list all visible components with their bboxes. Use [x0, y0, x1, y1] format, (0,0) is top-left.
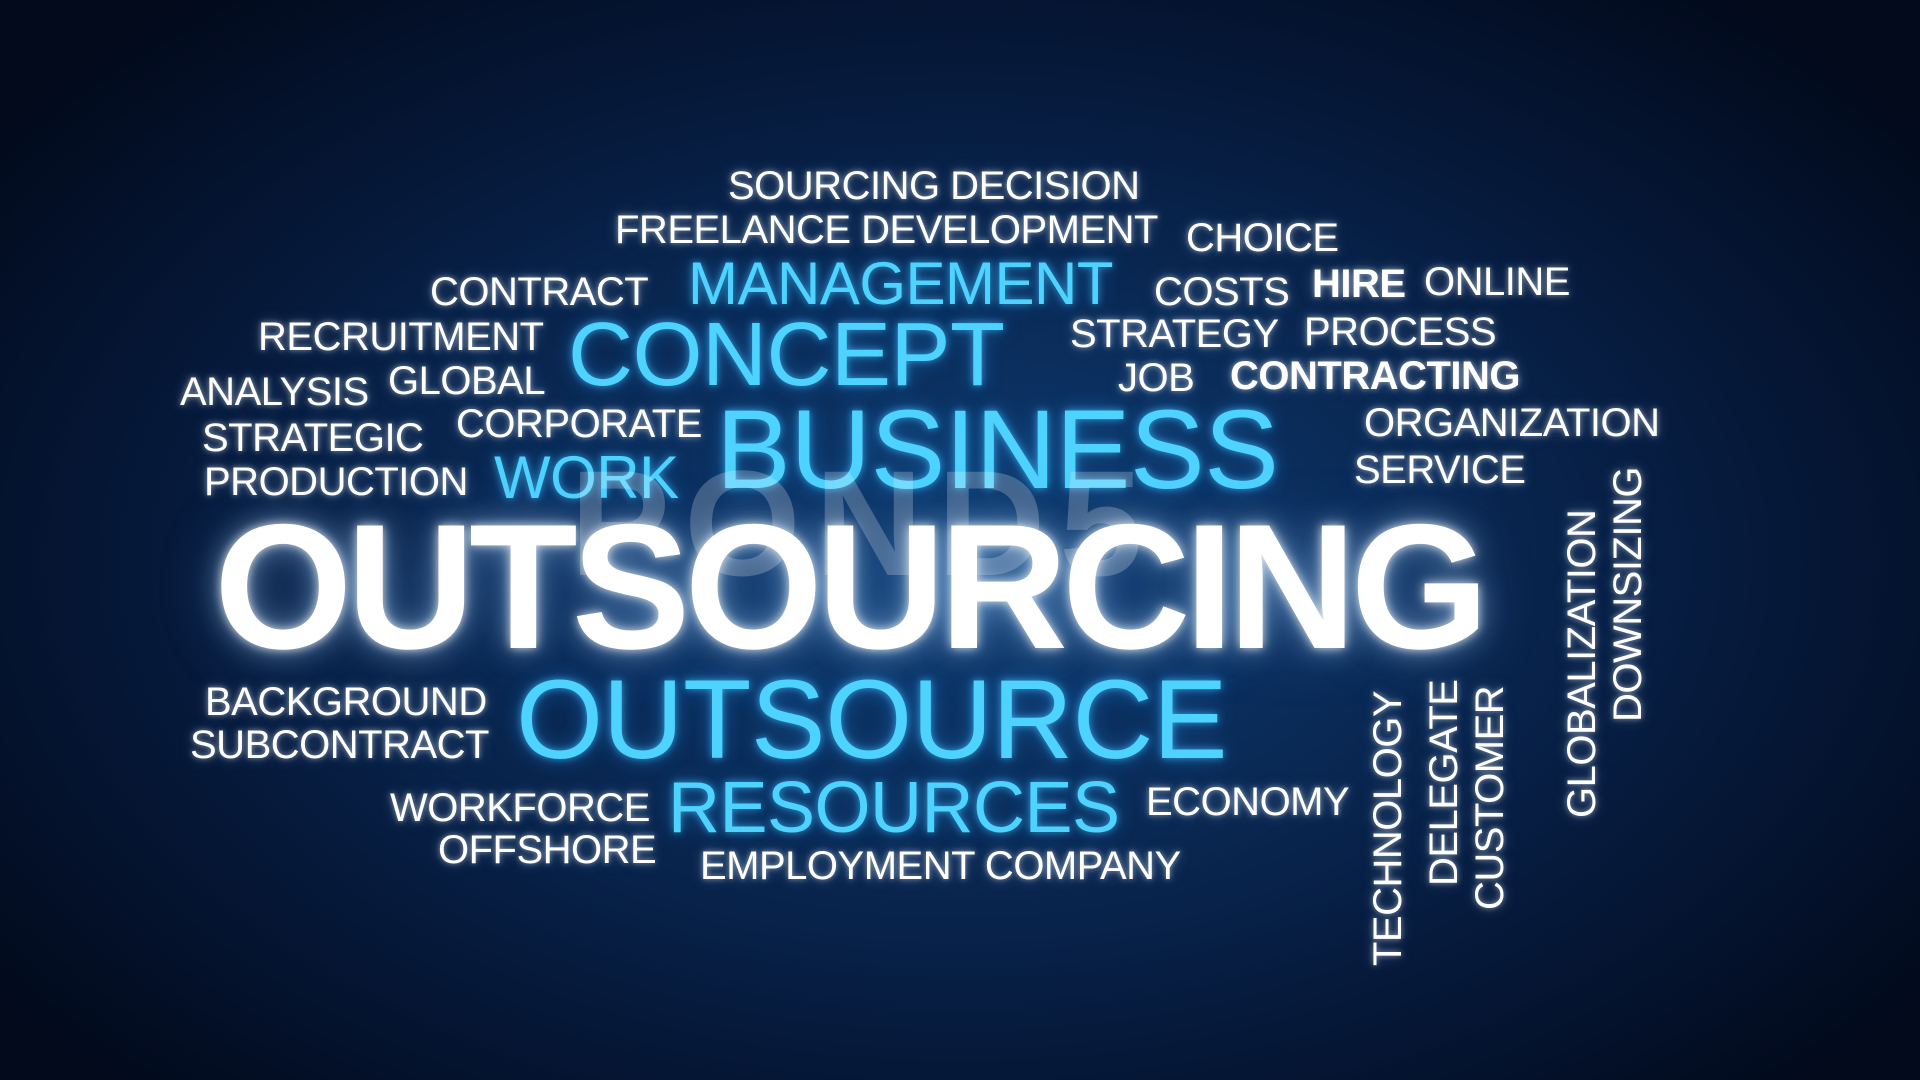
- word-contract: CONTRACT: [430, 270, 649, 314]
- word-strategic: STRATEGIC: [202, 416, 424, 460]
- word-global: GLOBAL: [388, 359, 546, 403]
- word-economy: ECONOMY: [1146, 780, 1350, 824]
- word-customer: CUSTOMER: [1468, 685, 1512, 910]
- word-employment-company: EMPLOYMENT COMPANY: [700, 844, 1181, 888]
- word-production: PRODUCTION: [204, 460, 468, 504]
- word-strategy: STRATEGY: [1070, 312, 1279, 356]
- word-online: ONLINE: [1424, 260, 1570, 304]
- word-organization: ORGANIZATION: [1364, 401, 1660, 445]
- word-concept: CONCEPT: [568, 305, 1005, 405]
- word-choice: CHOICE: [1186, 216, 1339, 260]
- word-resources: RESOURCES: [668, 768, 1120, 848]
- word-outsourcing: OUTSOURCING: [214, 487, 1489, 686]
- word-corporate: CORPORATE: [456, 402, 702, 446]
- word-work: WORK: [494, 444, 679, 511]
- word-hire: HIRE: [1312, 262, 1406, 306]
- word-contracting: CONTRACTING: [1230, 354, 1521, 398]
- word-process: PROCESS: [1304, 310, 1497, 354]
- word-offshore: OFFSHORE: [438, 828, 657, 872]
- word-freelance-development: FREELANCE DEVELOPMENT: [615, 208, 1158, 252]
- word-technology: TECHNOLOGY: [1366, 690, 1410, 966]
- word-outsource: OUTSOURCE: [516, 657, 1228, 782]
- word-costs: COSTS: [1154, 270, 1290, 314]
- word-business: BUSINESS: [716, 387, 1279, 512]
- word-management: MANAGEMENT: [688, 250, 1114, 317]
- word-analysis: ANALYSIS: [180, 370, 369, 414]
- word-service: SERVICE: [1354, 448, 1526, 492]
- word-recruitment: RECRUITMENT: [258, 315, 544, 359]
- word-workforce: WORKFORCE: [390, 786, 650, 830]
- word-background: BACKGROUND: [205, 680, 487, 724]
- word-subcontract: SUBCONTRACT: [190, 723, 489, 767]
- word-delegate: DELEGATE: [1422, 679, 1466, 886]
- word-sourcing-decision: SOURCING DECISION: [728, 164, 1140, 208]
- word-globalization: GLOBALIZATION: [1560, 509, 1604, 818]
- word-job: JOB: [1118, 356, 1195, 400]
- word-downsizing: DOWNSIZING: [1606, 467, 1650, 722]
